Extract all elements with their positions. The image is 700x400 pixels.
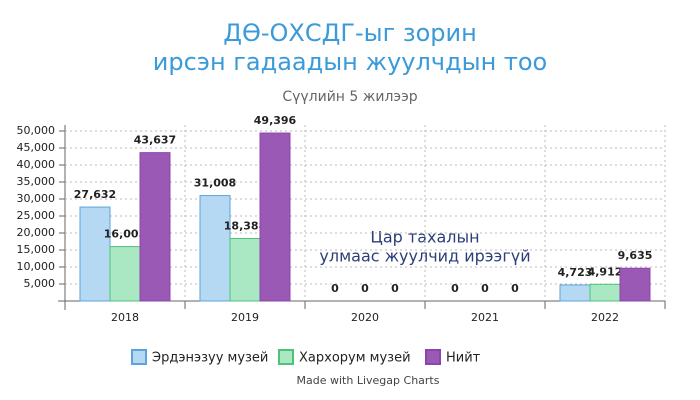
bar [589, 283, 621, 302]
y-tick-label: 30,000 [17, 192, 56, 205]
value-label: 43,637 [134, 134, 176, 147]
y-tick-label: 45,000 [17, 141, 56, 154]
legend-swatch [278, 349, 294, 365]
y-tick-label: 5,000 [24, 277, 56, 290]
bar [139, 152, 171, 302]
bar [109, 246, 141, 302]
bar [79, 206, 111, 302]
x-tick-label: 2021 [471, 311, 499, 324]
value-label: 0 [331, 282, 339, 295]
value-label: 0 [361, 282, 369, 295]
y-tick-label: 40,000 [17, 158, 56, 171]
chart-subtitle: Сүүлийн 5 жилээр [282, 89, 417, 105]
value-label: 4,723 [558, 266, 593, 279]
value-label: 0 [391, 282, 399, 295]
bar [199, 195, 231, 302]
y-tick-label: 35,000 [17, 175, 56, 188]
y-tick-label: 20,000 [17, 226, 56, 239]
bar [619, 267, 651, 302]
x-tick-label: 2018 [111, 311, 139, 324]
value-label: 0 [511, 282, 519, 295]
y-tick-label: 50,000 [17, 124, 56, 137]
value-label: 4,912 [588, 265, 623, 278]
y-tick-label: 10,000 [17, 260, 56, 273]
chart-title: ирсэн гадаадын жуулчдын тоо [153, 48, 547, 76]
value-label: 27,632 [74, 188, 116, 201]
bar [559, 284, 591, 302]
legend-label: Эрдэнэзуу музей [152, 351, 268, 366]
legend-swatch [425, 349, 441, 365]
bar [229, 237, 261, 302]
value-label: 18,388 [224, 219, 266, 232]
value-label: 9,635 [618, 249, 653, 262]
bar [259, 132, 291, 302]
chart-title: ДӨ-ОХСДГ-ыг зорин [223, 19, 477, 47]
value-label: 49,396 [254, 114, 297, 127]
legend-label: Хархорум музей [299, 351, 411, 366]
value-label: 31,008 [194, 177, 236, 190]
footer: Made with Livegap Charts [297, 374, 440, 387]
legend-label: Нийт [446, 351, 481, 366]
value-label: 16,005 [104, 228, 146, 241]
x-tick-label: 2020 [351, 311, 379, 324]
x-tick-label: 2022 [591, 311, 619, 324]
y-tick-label: 15,000 [17, 243, 56, 256]
legend-swatch [131, 349, 147, 365]
value-label: 0 [481, 282, 489, 295]
y-tick-label: 25,000 [17, 209, 56, 222]
value-label: 0 [451, 282, 459, 295]
x-tick-label: 2019 [231, 311, 259, 324]
